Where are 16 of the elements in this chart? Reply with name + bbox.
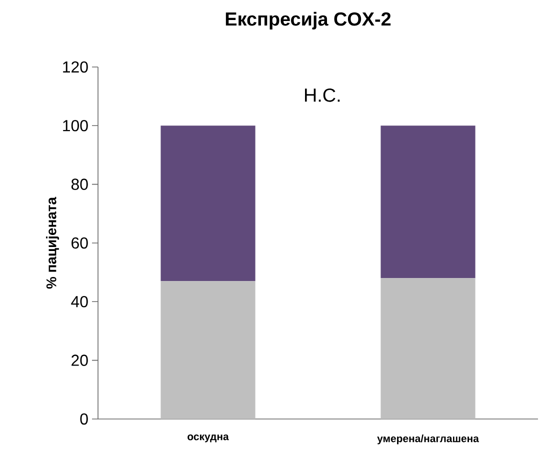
y-tick-label: 120 (63, 61, 88, 73)
annotation: Н.С. (305, 88, 340, 102)
y-tick-label: 100 (63, 120, 88, 132)
bar (160, 281, 256, 419)
bar (380, 278, 476, 419)
bar (160, 126, 256, 282)
bar (380, 126, 476, 278)
y-tick-label: 20 (72, 354, 88, 366)
y-tick-label: 60 (72, 237, 88, 249)
chart-title: Експресија COX-2 (226, 12, 391, 30)
y-axis-title: % пацијената (46, 196, 60, 289)
y-tick-label: 40 (71, 296, 88, 308)
x-tick-label: умерена/наглашена (377, 434, 479, 444)
y-tick-label: 0 (80, 413, 88, 425)
x-tick-label: оскудна (188, 434, 229, 442)
y-tick-label: 80 (71, 178, 88, 190)
